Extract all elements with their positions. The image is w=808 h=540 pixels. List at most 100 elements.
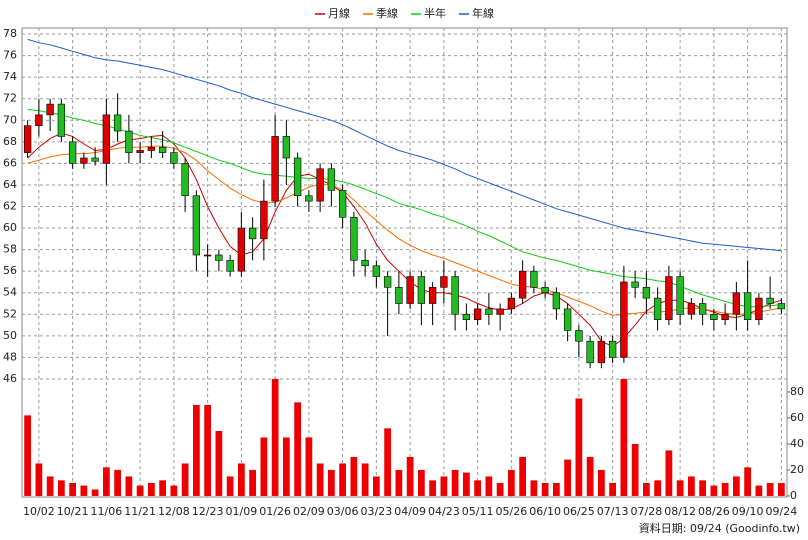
legend-label: 年線 bbox=[472, 6, 494, 20]
volume-bar bbox=[665, 450, 673, 496]
legend-label: 季線 bbox=[376, 6, 398, 20]
volume-bar bbox=[328, 469, 335, 496]
volume-bar bbox=[80, 485, 88, 496]
y2-tick-label: 20 bbox=[790, 463, 804, 476]
volume-bar bbox=[744, 467, 751, 496]
x-tick-label: 06/10 bbox=[529, 505, 561, 518]
y-tick-label: 74 bbox=[3, 70, 17, 83]
volume-bar bbox=[429, 480, 436, 496]
volume-bar bbox=[440, 476, 448, 496]
volume-bar bbox=[170, 485, 178, 496]
volume-bar bbox=[114, 469, 121, 496]
volume-bar bbox=[159, 480, 166, 496]
volume-bar bbox=[654, 480, 661, 496]
volume-bar bbox=[193, 404, 200, 496]
candle-body bbox=[361, 260, 369, 267]
candle-body bbox=[518, 270, 527, 299]
volume-bar bbox=[553, 482, 560, 496]
ma-line bbox=[27, 109, 782, 308]
candle-body bbox=[125, 130, 133, 153]
volume-bar bbox=[238, 463, 245, 496]
candle-body bbox=[473, 308, 482, 320]
x-tick-label: 06/25 bbox=[563, 505, 595, 518]
candle-body bbox=[57, 103, 66, 137]
candle-body bbox=[721, 313, 729, 320]
x-tick-label: 03/06 bbox=[327, 505, 359, 518]
candle-body bbox=[91, 157, 99, 162]
y-tick-label: 56 bbox=[3, 264, 17, 277]
volume-bar bbox=[530, 480, 538, 496]
candle-body bbox=[23, 125, 32, 153]
volume-bar bbox=[46, 476, 54, 496]
legend-label: 月線 bbox=[328, 6, 350, 20]
volume-bar bbox=[69, 482, 76, 496]
candle-body bbox=[665, 276, 673, 320]
y-tick-label: 76 bbox=[3, 49, 17, 62]
volume-bar bbox=[575, 398, 583, 496]
y-tick-label: 62 bbox=[3, 200, 17, 213]
x-tick-label: 04/23 bbox=[428, 505, 460, 518]
candle-body bbox=[698, 303, 707, 315]
x-tick-label: 09/10 bbox=[732, 505, 764, 518]
volume-bar bbox=[35, 463, 43, 496]
candle-body bbox=[676, 276, 684, 315]
x-tick-label: 12/08 bbox=[158, 505, 190, 518]
volume-bar bbox=[620, 378, 628, 496]
candle-body bbox=[158, 146, 167, 153]
candle-body bbox=[541, 287, 549, 294]
plot-frame bbox=[21, 27, 788, 498]
candle-body bbox=[68, 141, 77, 164]
volume-bar bbox=[508, 469, 515, 496]
volume-bar bbox=[463, 472, 470, 496]
candle-body bbox=[35, 114, 43, 126]
volume-bar bbox=[361, 463, 369, 496]
y-tick-label: 72 bbox=[3, 92, 17, 105]
volume-bar bbox=[541, 482, 549, 496]
candle-body bbox=[732, 292, 741, 315]
y-tick-label: 66 bbox=[3, 156, 17, 169]
candle-body bbox=[383, 276, 392, 288]
volume-bar bbox=[125, 476, 133, 496]
y-tick-label: 60 bbox=[3, 221, 17, 234]
candle-body bbox=[260, 200, 268, 240]
volume-bar bbox=[418, 469, 425, 496]
volume-bar bbox=[564, 459, 571, 496]
x-tick-label: 07/13 bbox=[597, 505, 629, 518]
volume-bar bbox=[226, 476, 234, 496]
candle-body bbox=[46, 103, 54, 116]
candle-body bbox=[372, 265, 381, 277]
volume-bar bbox=[249, 469, 256, 496]
y-tick-label: 50 bbox=[3, 329, 17, 342]
candle-body bbox=[507, 297, 516, 310]
candle-body bbox=[687, 303, 696, 315]
candle-body bbox=[485, 308, 493, 315]
candle-body bbox=[777, 303, 786, 310]
candle-body bbox=[316, 168, 324, 202]
y-tick-label: 48 bbox=[3, 350, 17, 363]
candle-body bbox=[563, 308, 572, 331]
volume-bar bbox=[688, 476, 695, 496]
candle-body bbox=[642, 287, 651, 299]
y2-tick-label: 40 bbox=[790, 437, 804, 450]
x-tick-label: 11/06 bbox=[91, 505, 123, 518]
y-tick-label: 52 bbox=[3, 307, 17, 320]
candle-body bbox=[237, 227, 246, 272]
candle-body bbox=[215, 254, 223, 261]
candle-body bbox=[113, 114, 122, 132]
candle-body bbox=[653, 297, 662, 320]
volume-bar bbox=[631, 443, 639, 496]
candle-body bbox=[462, 313, 471, 320]
candle-body bbox=[552, 292, 561, 310]
candle-body bbox=[170, 152, 178, 164]
volume-bar bbox=[766, 482, 774, 496]
legend-label: 半年 bbox=[424, 6, 446, 20]
volume-bar bbox=[586, 456, 594, 496]
y-tick-label: 54 bbox=[3, 286, 17, 299]
volume-bar bbox=[305, 437, 313, 496]
y-tick-label: 70 bbox=[3, 113, 17, 126]
x-tick-label: 09/24 bbox=[766, 505, 798, 518]
y2-tick-label: 60 bbox=[790, 411, 804, 424]
x-tick-label: 01/26 bbox=[259, 505, 291, 518]
volume-bar bbox=[598, 469, 605, 496]
volume-bar bbox=[474, 480, 481, 496]
